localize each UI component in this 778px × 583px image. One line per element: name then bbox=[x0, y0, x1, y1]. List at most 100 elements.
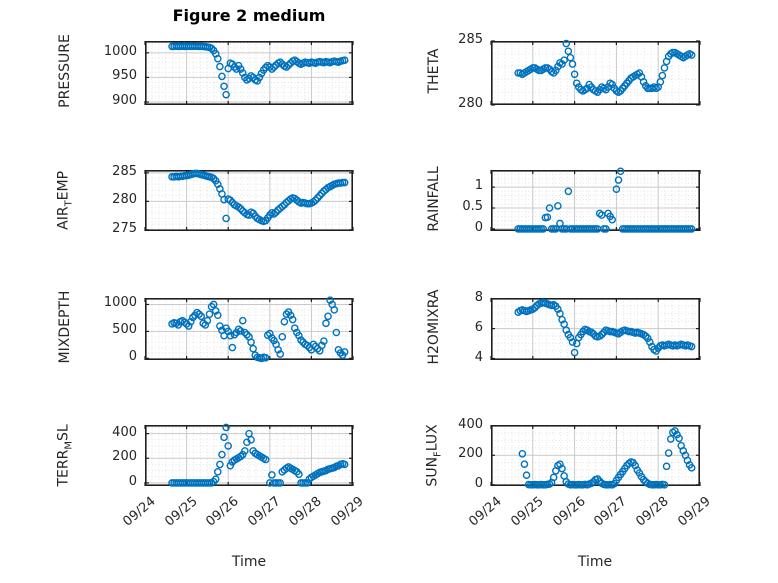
scatter-point bbox=[602, 225, 610, 233]
scatter-point bbox=[276, 58, 284, 66]
scatter-point bbox=[612, 185, 621, 194]
scatter-point bbox=[687, 225, 696, 233]
scatter-point bbox=[255, 73, 264, 82]
scatter-point bbox=[616, 167, 625, 176]
y-tick-label: 6 bbox=[474, 319, 483, 335]
scatter-point bbox=[280, 317, 289, 326]
scatter-point bbox=[238, 450, 247, 459]
scatter-point bbox=[324, 312, 332, 321]
scatter-point bbox=[556, 460, 564, 468]
scatter-point bbox=[340, 56, 349, 65]
scatter-point bbox=[543, 213, 552, 222]
scatter-point bbox=[687, 342, 696, 351]
scatter-point bbox=[554, 305, 562, 314]
scatter-point bbox=[646, 338, 654, 346]
scatter-point bbox=[218, 450, 226, 459]
scatter-point bbox=[247, 338, 255, 347]
scatter-point bbox=[539, 225, 548, 233]
scatter-point bbox=[562, 39, 571, 48]
scatter-point bbox=[222, 423, 230, 432]
scatter-point bbox=[218, 72, 226, 81]
scatter-point bbox=[197, 312, 205, 321]
scatter-point bbox=[211, 307, 220, 315]
scatter-point bbox=[340, 460, 349, 469]
scatter-point bbox=[201, 321, 210, 329]
scatter-point bbox=[568, 60, 577, 68]
scatter-point bbox=[228, 343, 237, 352]
scatter-point bbox=[189, 313, 197, 322]
y-tick-label: 280 bbox=[112, 192, 137, 208]
scatter-point bbox=[220, 433, 228, 442]
scatter-point bbox=[297, 336, 305, 344]
scatter-point bbox=[635, 69, 644, 77]
plot-canvas-rainfall bbox=[490, 167, 701, 233]
scatter-point bbox=[631, 461, 640, 470]
scatter-point bbox=[270, 63, 278, 71]
scatter-point bbox=[554, 202, 562, 210]
plot-canvas-airtemp bbox=[144, 169, 354, 232]
scatter-point bbox=[278, 202, 287, 211]
subplot-airtemp: 275 280 285 AIRTEMP bbox=[56, 164, 354, 236]
plot-canvas-sunflux bbox=[490, 425, 701, 489]
plot-canvas-terrmsl bbox=[144, 423, 354, 487]
scatter-point bbox=[282, 63, 291, 71]
scatter-point bbox=[662, 462, 671, 471]
scatter-point bbox=[558, 464, 566, 473]
scatter-point bbox=[270, 336, 278, 345]
scatter-point bbox=[222, 214, 230, 223]
subplot-theta: 280 285 THETA bbox=[426, 32, 701, 111]
subplot-h2omixra: 4 6 8 H2OMIXRA bbox=[426, 290, 701, 365]
scatter-point bbox=[593, 475, 602, 483]
scatter-point bbox=[236, 327, 245, 335]
y-tick-label: 900 bbox=[112, 93, 137, 109]
y-tick-label: 200 bbox=[458, 446, 483, 462]
subplot-rainfall: 0 0.5 1 RAINFALL bbox=[426, 166, 701, 235]
scatter-point bbox=[216, 322, 224, 330]
scatter-point bbox=[309, 198, 318, 206]
scatter-point bbox=[566, 53, 575, 62]
scatter-point bbox=[278, 333, 287, 341]
scatter-point bbox=[282, 310, 291, 318]
scatter-point bbox=[608, 80, 617, 89]
scatter-point bbox=[203, 316, 212, 325]
scatter-point bbox=[664, 449, 673, 457]
xlabel-time-right: Time bbox=[577, 554, 613, 570]
subplot-pressure: 900 950 1000 PRESSURE bbox=[57, 34, 354, 108]
y-tick-label: 285 bbox=[458, 32, 483, 47]
scatter-point bbox=[224, 327, 232, 336]
scatter-point bbox=[214, 468, 222, 476]
scatter-point bbox=[608, 215, 617, 224]
scatter-point bbox=[568, 338, 577, 346]
scatter-point bbox=[570, 70, 579, 79]
scatter-point bbox=[226, 461, 235, 470]
subplot-terrmsl: 0 200 400 TERRMSL 09/24 09/25 09/26 09/27 09/28 0… bbox=[56, 423, 367, 530]
y-tick-label: 0 bbox=[474, 475, 483, 491]
scatter-point bbox=[243, 330, 251, 339]
scatter-point bbox=[572, 79, 581, 88]
scatter-point bbox=[276, 350, 284, 358]
y-tick-label: 280 bbox=[458, 96, 483, 111]
scatter-point bbox=[236, 452, 245, 461]
scatter-point bbox=[309, 340, 318, 349]
scatter-point bbox=[660, 64, 669, 72]
scatter-point bbox=[230, 330, 239, 339]
scatter-point bbox=[241, 447, 249, 455]
scatter-point bbox=[216, 460, 224, 469]
scatter-point bbox=[545, 204, 554, 212]
scatter-point bbox=[266, 329, 274, 338]
scatter-point bbox=[549, 473, 558, 482]
scatter-point bbox=[238, 69, 247, 77]
scatter-point bbox=[270, 210, 278, 218]
scatter-point bbox=[207, 44, 216, 53]
scatter-point bbox=[205, 310, 214, 318]
scatter-point bbox=[656, 78, 665, 86]
scatter-point bbox=[641, 332, 650, 340]
y-tick-label: 1000 bbox=[103, 43, 137, 59]
scatter-point bbox=[558, 60, 566, 68]
y-tick-label: 275 bbox=[112, 220, 137, 236]
scatter-point bbox=[330, 306, 339, 314]
scatter-point bbox=[226, 331, 235, 340]
plot-canvas-theta bbox=[490, 39, 701, 106]
scatter-point bbox=[295, 470, 303, 479]
y-tick-label: 8 bbox=[474, 289, 483, 305]
